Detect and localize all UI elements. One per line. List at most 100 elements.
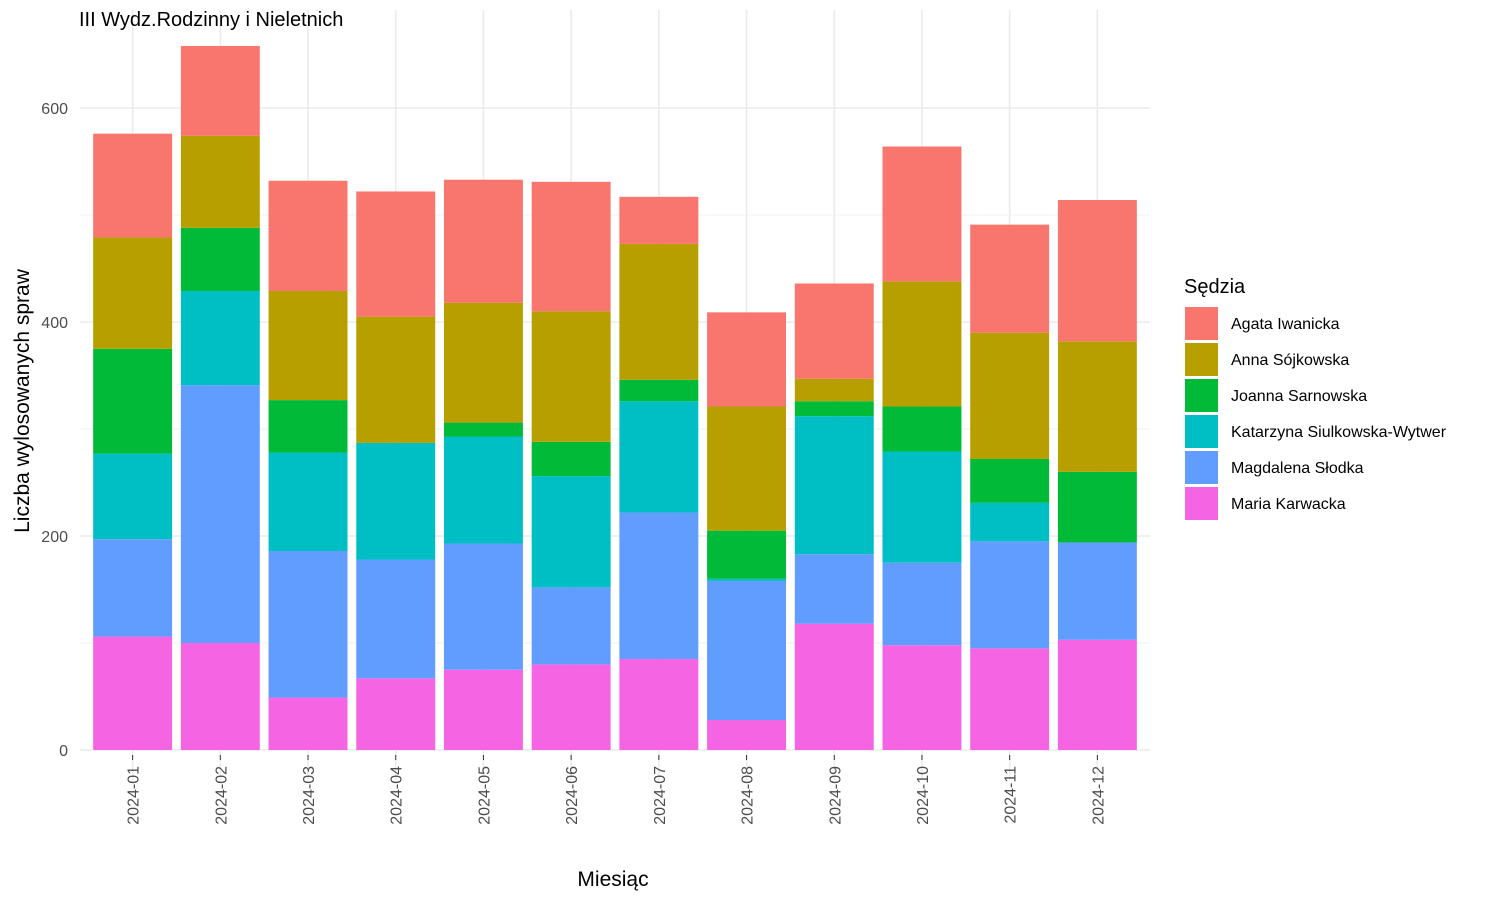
x-tick-label: 2024-05 — [476, 766, 493, 825]
bar-segment: Katarzyna Siulkowska-Wytwer 2024-01: 80 — [93, 453, 173, 540]
bar-segment: Magdalena Słodka 2024-03: 137 — [268, 550, 348, 698]
bar-segment: Magdalena Słodka 2024-11: 100 — [970, 541, 1050, 649]
x-tick-label: 2024-08 — [740, 766, 757, 825]
bar-segment: Joanna Sarnowska 2024-09: 14 — [794, 401, 874, 417]
legend-label: Joanna Sarnowska — [1231, 388, 1367, 405]
bars: Maria Karwacka 2024-01: 106Magdalena Sło… — [93, 45, 1137, 750]
bar-segment: Maria Karwacka 2024-08: 28 — [707, 720, 787, 750]
bar-segment: Anna Sójkowska 2024-11: 118 — [970, 332, 1050, 459]
x-tick-label: 2024-09 — [827, 766, 844, 825]
bar-segment: Anna Sójkowska 2024-12: 122 — [1057, 341, 1137, 472]
bar-segment: Magdalena Słodka 2024-08: 130 — [707, 580, 787, 721]
bar-segment: Anna Sójkowska 2024-09: 21 — [794, 378, 874, 402]
bar-segment: Agata Iwanicka 2024-01: 97 — [93, 133, 173, 238]
bar-segment: Maria Karwacka 2024-04: 67 — [356, 678, 436, 750]
chart-title: III Wydz.Rodzinny i Nieletnich — [79, 9, 343, 31]
bar-segment: Maria Karwacka 2024-10: 98 — [882, 645, 962, 750]
bar-segment: Agata Iwanicka 2024-08: 88 — [707, 312, 787, 407]
bar-segment: Maria Karwacka 2024-12: 103 — [1057, 639, 1137, 750]
bar-segment: Anna Sójkowska 2024-04: 118 — [356, 316, 436, 443]
bar-segment: Maria Karwacka 2024-09: 118 — [794, 623, 874, 750]
bar-segment: Anna Sójkowska 2024-03: 102 — [268, 290, 348, 401]
bar-segment: Anna Sójkowska 2024-07: 127 — [619, 243, 699, 380]
y-tick-label: 600 — [41, 101, 68, 118]
y-axis-ticks: 0 200 400 600 — [41, 101, 68, 760]
bar-segment: Katarzyna Siulkowska-Wytwer 2024-02: 88 — [180, 290, 260, 386]
bar-segment: Maria Karwacka 2024-07: 85 — [619, 659, 699, 750]
legend-swatch — [1185, 451, 1218, 484]
bar-segment: Magdalena Słodka 2024-07: 137 — [619, 512, 699, 660]
x-axis-title: Miesiąc — [577, 868, 648, 891]
bar-segment: Magdalena Słodka 2024-02: 241 — [180, 385, 260, 643]
legend-label: Agata Iwanicka — [1231, 316, 1340, 333]
bar-segment: Agata Iwanicka 2024-09: 89 — [794, 283, 874, 379]
bar-segment: Magdalena Słodka 2024-10: 77 — [882, 562, 962, 646]
x-tick-label: 2024-07 — [652, 766, 669, 825]
bar-segment: Agata Iwanicka 2024-11: 101 — [970, 224, 1050, 333]
x-tick-label: 2024-03 — [301, 766, 318, 825]
legend-swatch — [1185, 379, 1218, 412]
legend-swatch — [1185, 487, 1218, 520]
bar-segment: Katarzyna Siulkowska-Wytwer 2024-08: 2 — [707, 578, 787, 581]
y-tick-label: 0 — [59, 743, 68, 760]
legend-swatch — [1185, 415, 1218, 448]
bar-segment: Magdalena Słodka 2024-12: 91 — [1057, 542, 1137, 640]
bar-segment: Maria Karwacka 2024-03: 49 — [268, 697, 348, 750]
x-axis-ticks: 2024-01 2024-02 2024-03 2024-04 2024-05 2024-… — [126, 755, 1107, 825]
bar-segment: Maria Karwacka 2024-01: 106 — [93, 636, 173, 750]
bar-segment: Anna Sójkowska 2024-01: 104 — [93, 237, 173, 349]
y-tick-label: 400 — [41, 315, 68, 332]
legend-label: Magdalena Słodka — [1231, 460, 1364, 477]
legend-title: Sędzia — [1184, 276, 1246, 298]
legend-label: Anna Sójkowska — [1231, 352, 1349, 369]
legend-label: Maria Karwacka — [1231, 496, 1346, 513]
bar-segment: Agata Iwanicka 2024-05: 115 — [443, 179, 523, 303]
bar-segment: Joanna Sarnowska 2024-07: 20 — [619, 379, 699, 402]
bar-segment: Katarzyna Siulkowska-Wytwer 2024-11: 36 — [970, 502, 1050, 542]
y-tick-label: 200 — [41, 529, 68, 546]
bar-segment: Joanna Sarnowska 2024-10: 42 — [882, 406, 962, 452]
bar-segment: Anna Sójkowska 2024-06: 122 — [531, 311, 611, 442]
bar-segment: Joanna Sarnowska 2024-05: 13 — [443, 422, 523, 437]
bar-segment: Katarzyna Siulkowska-Wytwer 2024-10: 104 — [882, 451, 962, 563]
x-tick-label: 2024-06 — [564, 766, 581, 825]
bar-segment: Joanna Sarnowska 2024-11: 41 — [970, 458, 1050, 503]
bar-segment: Katarzyna Siulkowska-Wytwer 2024-03: 92 — [268, 452, 348, 551]
y-axis-title: Liczba wylosowanych spraw — [11, 268, 34, 533]
bar-segment: Magdalena Słodka 2024-04: 111 — [356, 559, 436, 679]
bar-segment: Agata Iwanicka 2024-10: 126 — [882, 146, 962, 282]
bar-segment: Anna Sójkowska 2024-02: 86 — [180, 135, 260, 228]
bar-segment: Joanna Sarnowska 2024-08: 45 — [707, 530, 787, 579]
bar-segment: Joanna Sarnowska 2024-12: 66 — [1057, 471, 1137, 543]
x-tick-label: 2024-10 — [915, 766, 932, 825]
bar-segment: Joanna Sarnowska 2024-02: 59 — [180, 227, 260, 291]
bar-segment: Anna Sójkowska 2024-05: 112 — [443, 302, 523, 423]
bar-segment: Anna Sójkowska 2024-10: 117 — [882, 281, 962, 407]
bar-segment: Joanna Sarnowska 2024-03: 49 — [268, 400, 348, 453]
bar-segment: Maria Karwacka 2024-06: 80 — [531, 664, 611, 750]
bar-segment: Katarzyna Siulkowska-Wytwer 2024-06: 104 — [531, 476, 611, 588]
x-tick-label: 2024-02 — [213, 766, 230, 825]
bar-segment: Agata Iwanicka 2024-07: 44 — [619, 196, 699, 244]
bar-segment: Agata Iwanicka 2024-06: 121 — [531, 181, 611, 312]
legend-swatch — [1185, 343, 1218, 376]
bar-segment: Agata Iwanicka 2024-04: 117 — [356, 191, 436, 317]
bar-segment: Joanna Sarnowska 2024-06: 32 — [531, 441, 611, 477]
bar-segment: Agata Iwanicka 2024-03: 103 — [268, 180, 348, 291]
bar-segment: Katarzyna Siulkowska-Wytwer 2024-07: 104 — [619, 401, 699, 513]
bar-segment: Magdalena Słodka 2024-06: 72 — [531, 587, 611, 665]
x-tick-label: 2024-01 — [126, 766, 143, 825]
bar-segment: Maria Karwacka 2024-02: 100 — [180, 643, 260, 750]
legend-label: Katarzyna Siulkowska-Wytwer — [1231, 424, 1447, 441]
bar-segment: Magdalena Słodka 2024-01: 91 — [93, 539, 173, 637]
bar-segment: Katarzyna Siulkowska-Wytwer 2024-05: 100 — [443, 436, 523, 544]
bar-segment: Magdalena Słodka 2024-09: 65 — [794, 554, 874, 624]
bar-segment: Maria Karwacka 2024-05: 75 — [443, 669, 523, 750]
bar-segment: Joanna Sarnowska 2024-01: 98 — [93, 348, 173, 454]
bar-segment: Katarzyna Siulkowska-Wytwer 2024-09: 129 — [794, 416, 874, 555]
x-tick-label: 2024-04 — [389, 766, 406, 825]
bar-segment: Maria Karwacka 2024-11: 95 — [970, 648, 1050, 750]
legend: Sędzia Agata Iwanicka Anna Sójkowska Joann… — [1184, 276, 1447, 520]
bar-segment: Katarzyna Siulkowska-Wytwer 2024-04: 109 — [356, 442, 436, 560]
x-tick-label: 2024-11 — [1003, 766, 1020, 824]
